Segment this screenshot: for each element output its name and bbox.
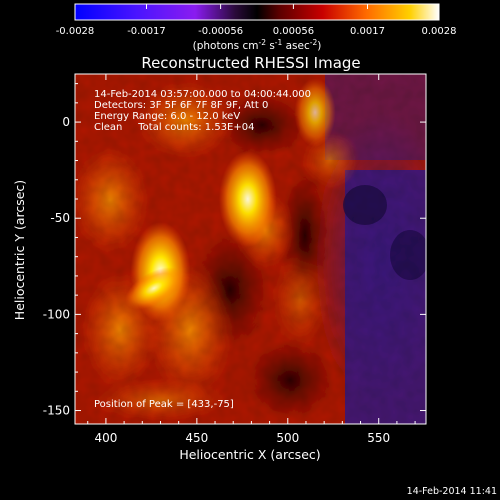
source-blob bbox=[218, 150, 277, 248]
footer-timestamp: 14-Feb-2014 11:41 bbox=[407, 486, 497, 497]
y-tick-label: 0 bbox=[62, 115, 70, 129]
source-marks bbox=[125, 78, 336, 323]
info-line-detectors: Detectors: 3F 5F 6F 7F 8F 9F, Att 0 bbox=[94, 100, 268, 111]
source-blob bbox=[294, 78, 336, 147]
colorbar: -0.0028 -0.0017 -0.00056 0.00056 0.0017 0.002… bbox=[56, 3, 457, 52]
source-ridge bbox=[125, 267, 183, 310]
info-line-counts: Clean Total counts: 1.53E+04 bbox=[94, 122, 254, 133]
chart-title: Reconstructed RHESSI Image bbox=[141, 54, 360, 72]
y-axis-label: Heliocentric Y (arcsec) bbox=[12, 180, 27, 320]
x-axis-ticks: 400 450 500 550 bbox=[87, 74, 416, 445]
heatmap-image bbox=[75, 74, 426, 424]
x-tick-label: 450 bbox=[185, 431, 208, 445]
colorbar-unit-label: (photons cm-2 s-1 asec-2) bbox=[193, 38, 322, 52]
x-tick-label: 550 bbox=[367, 431, 390, 445]
y-tick-label: -100 bbox=[43, 307, 70, 321]
colorbar-tick-label: -0.00056 bbox=[198, 26, 243, 37]
colorbar-tick-label: 0.00056 bbox=[273, 26, 314, 37]
info-block: 14-Feb-2014 03:57:00.000 to 04:00:44.000… bbox=[94, 89, 311, 133]
colorbar-gradient bbox=[74, 3, 440, 21]
y-tick-label: -150 bbox=[43, 404, 70, 418]
colorbar-tick-label: 0.0017 bbox=[350, 26, 385, 37]
x-axis-label: Heliocentric X (arcsec) bbox=[179, 447, 320, 462]
colorbar-tick-label: -0.0017 bbox=[127, 26, 166, 37]
x-tick-label: 500 bbox=[276, 431, 299, 445]
info-line-time: 14-Feb-2014 03:57:00.000 to 04:00:44.000 bbox=[94, 89, 311, 100]
y-axis-ticks: -150 -100 -50 0 bbox=[43, 83, 426, 418]
plot-frame bbox=[74, 73, 427, 425]
info-line-energy: Energy Range: 6.0 - 12.0 keV bbox=[94, 111, 240, 122]
peak-position-label: Position of Peak = [433,-75] bbox=[94, 399, 234, 410]
x-tick-label: 400 bbox=[94, 431, 117, 445]
colorbar-tick-label: 0.0028 bbox=[422, 26, 457, 37]
y-tick-label: -50 bbox=[50, 211, 70, 225]
colorbar-ticks: -0.0028 -0.0017 -0.00056 0.00056 0.0017 0.002… bbox=[56, 4, 457, 37]
colorbar-tick-label: -0.0028 bbox=[56, 26, 95, 37]
